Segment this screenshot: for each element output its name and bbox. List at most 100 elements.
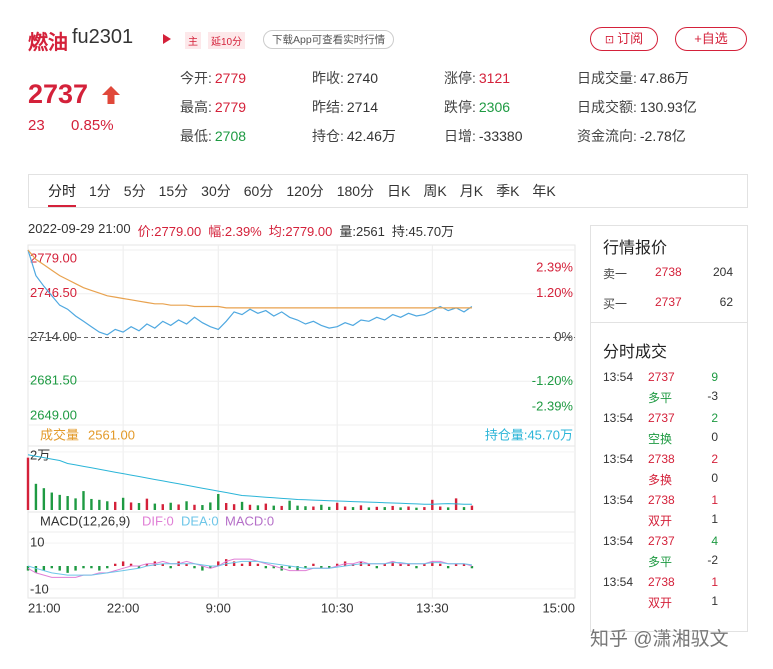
orderbook-title: 行情报价 bbox=[603, 240, 668, 257]
macd-bar bbox=[248, 561, 252, 566]
tab[interactable]: 15分 bbox=[158, 183, 189, 199]
macd-bar bbox=[185, 563, 188, 566]
volume-bar bbox=[446, 507, 450, 510]
tab[interactable]: 30分 bbox=[201, 183, 231, 199]
volume-bar bbox=[328, 506, 331, 510]
tab[interactable]: 月K bbox=[459, 183, 484, 199]
volume-bar bbox=[304, 506, 307, 510]
volume-bar bbox=[193, 504, 196, 510]
trade-time: 13:54 bbox=[603, 493, 634, 507]
book-label: 买一 bbox=[603, 297, 628, 311]
trade-volume: 2 bbox=[711, 411, 718, 425]
volume-bar bbox=[296, 505, 299, 510]
macd-bar bbox=[217, 561, 220, 566]
tab[interactable]: 1分 bbox=[89, 183, 111, 199]
volume-bar bbox=[264, 503, 268, 510]
trades-box bbox=[590, 322, 748, 632]
trade-price: 2738 bbox=[648, 575, 675, 589]
trade-price: 2737 bbox=[648, 534, 675, 548]
macd-bar bbox=[50, 566, 53, 569]
stat-value: 2740 bbox=[346, 70, 379, 86]
volume-bar bbox=[153, 503, 157, 510]
trade-time: 13:54 bbox=[603, 575, 634, 589]
trade-oi: -3 bbox=[707, 389, 718, 403]
tab[interactable]: 日K bbox=[387, 183, 411, 199]
y2-tick-label: 1.20% bbox=[536, 285, 573, 300]
macd-bar bbox=[74, 566, 77, 571]
info-avg: 均:2779.00 bbox=[268, 224, 333, 239]
price-line bbox=[27, 249, 472, 309]
macd-bar bbox=[193, 566, 196, 569]
trade-price: 2738 bbox=[648, 493, 675, 507]
y-tick-label: 2779.00 bbox=[30, 250, 77, 265]
price-change-pct: 0.85% bbox=[71, 117, 114, 134]
price-line bbox=[27, 249, 473, 336]
stat-value: 2714 bbox=[346, 99, 379, 115]
book-price: 2737 bbox=[655, 295, 682, 309]
volume-bar bbox=[320, 504, 323, 510]
stat-value: -33380 bbox=[478, 128, 523, 144]
stat-label: 跌停: bbox=[444, 99, 476, 115]
tab[interactable]: 年K bbox=[532, 183, 556, 199]
y-tick-label: 2714.00 bbox=[30, 329, 77, 344]
watermark: 知乎 @潇湘驭文 bbox=[590, 629, 729, 650]
legend-entry: DEA:0 bbox=[181, 513, 219, 528]
panel-border bbox=[27, 244, 576, 599]
trade-oi: 1 bbox=[711, 512, 718, 526]
tab[interactable]: 180分 bbox=[336, 183, 375, 199]
stat-value: 2779 bbox=[214, 99, 247, 115]
macd-bar bbox=[446, 566, 450, 569]
macd-bar bbox=[391, 561, 394, 566]
y2-tick-label: -2.39% bbox=[532, 398, 574, 413]
volume-bar bbox=[129, 502, 133, 510]
stat-value: 2708 bbox=[214, 128, 247, 144]
info-oi: 持:45.70万 bbox=[391, 224, 455, 239]
stat-label: 最高: bbox=[180, 99, 212, 115]
trade-time: 13:54 bbox=[603, 411, 634, 425]
tab[interactable]: 季K bbox=[496, 183, 520, 199]
tab[interactable]: 分时 bbox=[48, 175, 76, 207]
stat-value: 42.46万 bbox=[346, 128, 396, 144]
volume-bar bbox=[470, 505, 474, 510]
play-icon bbox=[163, 34, 171, 44]
macd-line bbox=[27, 560, 472, 576]
oi-name: 持仓量:45.70万 bbox=[485, 427, 573, 442]
macd-bar bbox=[98, 566, 101, 571]
trade-price: 2737 bbox=[648, 370, 675, 384]
macd-bar bbox=[90, 566, 93, 569]
download-pill[interactable]: 下载App可查看实时行情 bbox=[263, 30, 395, 49]
x-tick-label: 22:00 bbox=[107, 600, 140, 615]
volume-bar bbox=[26, 457, 30, 510]
info-line: 2022-09-29 21:00 价:2779.00 幅:2.39% 均:2779.0… bbox=[28, 221, 454, 240]
volume-bar bbox=[114, 501, 117, 510]
trades-title: 分时成交 bbox=[603, 344, 668, 361]
macd-bar bbox=[335, 563, 339, 566]
legend-entry: MACD:0 bbox=[225, 513, 274, 528]
volume-bar bbox=[462, 507, 466, 510]
macd-bar bbox=[34, 566, 38, 573]
tab[interactable]: 60分 bbox=[243, 183, 274, 199]
x-tick-label: 10:30 bbox=[321, 600, 354, 615]
stat: 最低: 2708 bbox=[180, 126, 246, 146]
volume-current: 2561.00 bbox=[88, 427, 135, 442]
macd-bar bbox=[439, 563, 442, 566]
info-time: 2022-09-29 21:00 bbox=[28, 221, 131, 236]
trade-type: 双开 bbox=[648, 514, 673, 528]
tab[interactable]: 120分 bbox=[286, 183, 324, 199]
trade-time: 13:54 bbox=[603, 534, 634, 548]
stat-value: 47.86万 bbox=[639, 70, 689, 86]
x-tick-label: 13:30 bbox=[416, 600, 449, 615]
macd-bar bbox=[431, 561, 434, 566]
subscribe-button[interactable]: ⊡ 订阅 bbox=[590, 27, 658, 51]
macd-bar bbox=[312, 563, 315, 566]
oi-line bbox=[27, 454, 472, 505]
stat-label: 日成交量: bbox=[577, 70, 637, 86]
stat-value: 130.93亿 bbox=[639, 99, 697, 115]
macd-bar bbox=[272, 566, 275, 569]
volume-bar bbox=[217, 494, 220, 510]
tab[interactable]: 5分 bbox=[123, 183, 146, 199]
tab[interactable]: 周K bbox=[423, 183, 447, 199]
watchlist-button[interactable]: +自选 bbox=[675, 27, 747, 51]
volume-bar bbox=[280, 505, 283, 510]
